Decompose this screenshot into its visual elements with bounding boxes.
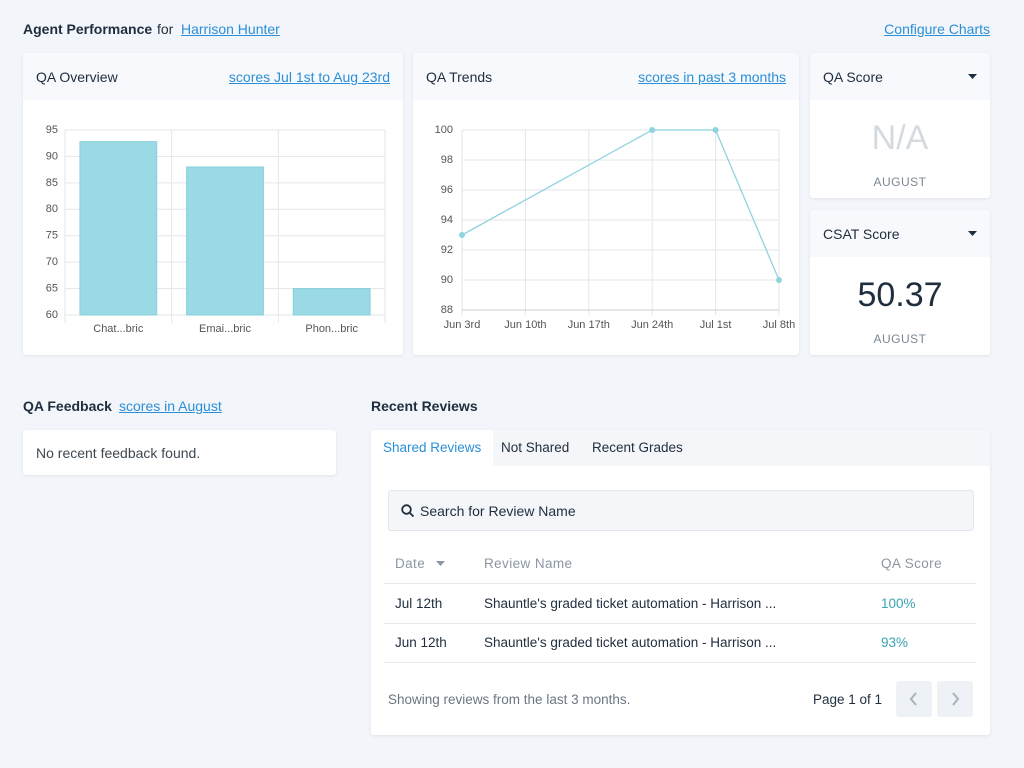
data-point	[459, 232, 465, 238]
card-header	[810, 210, 990, 257]
y-tick-label: 88	[441, 304, 453, 316]
data-point	[649, 127, 656, 133]
y-tick-label: 85	[46, 177, 58, 189]
card-header	[23, 53, 403, 100]
x-tick-label: Phon...bric	[305, 323, 358, 335]
y-tick-label: 70	[46, 256, 58, 268]
footer-note: Showing reviews from the last 3 months.	[388, 692, 631, 707]
range-link[interactable]: scores in past 3 months	[638, 69, 786, 85]
dropdown-caret[interactable]	[968, 74, 977, 80]
column-header: Review Name	[484, 556, 573, 571]
y-tick-label: 75	[46, 230, 58, 242]
sort-caret	[436, 561, 445, 566]
y-tick-label: 90	[441, 274, 453, 286]
configure-charts-link[interactable]: Configure Charts	[884, 21, 990, 37]
x-tick-label: Jul 8th	[763, 319, 795, 331]
search-box[interactable]: Search for Review Name	[388, 490, 974, 531]
x-tick-label: Jun 24th	[631, 319, 673, 331]
x-tick-label: Jun 3rd	[444, 319, 481, 331]
tab-bar: Shared Reviews Not Shared Recent Grades	[371, 430, 990, 466]
data-point	[712, 127, 719, 133]
column-header[interactable]: Date	[395, 556, 426, 571]
score-period: AUGUST	[873, 175, 927, 189]
x-tick-label: Jun 10th	[504, 319, 546, 331]
search-placeholder: Search for Review Name	[420, 503, 576, 519]
empty-message: No recent feedback found.	[36, 445, 201, 461]
prev-page-button[interactable]	[896, 681, 932, 717]
agent-link[interactable]: Harrison Hunter	[181, 21, 280, 37]
section-title: Recent Reviews	[371, 398, 478, 414]
y-tick-label: 90	[46, 150, 58, 162]
range-link[interactable]: scores Jul 1st to Aug 23rd	[228, 69, 390, 85]
card-header	[810, 53, 990, 100]
y-tick-label: 92	[441, 244, 453, 256]
dropdown-caret[interactable]	[968, 231, 977, 237]
csat-score-card: CSAT Score 50.37 AUGUST	[810, 210, 990, 355]
bar	[292, 288, 371, 316]
trend-line	[461, 129, 780, 281]
cell-score: 100%	[881, 596, 916, 611]
page-title: Agent Performance	[23, 21, 153, 37]
y-tick-label: 65	[46, 282, 58, 294]
card-title: QA Score	[823, 69, 883, 85]
column-header: QA Score	[881, 556, 942, 571]
score-value: 50.37	[857, 276, 943, 314]
tab[interactable]: Not Shared	[501, 440, 570, 455]
cell-date: Jun 12th	[395, 635, 447, 650]
x-tick-label: Jun 17th	[568, 319, 610, 331]
card-title: QA Trends	[426, 69, 493, 85]
pagination-label: Page 1 of 1	[813, 692, 883, 707]
y-tick-label: 94	[441, 214, 453, 226]
for-label: for	[157, 21, 174, 37]
y-tick-label: 98	[441, 154, 453, 166]
section-title: QA Feedback	[23, 398, 112, 414]
x-tick-label: Jul 1st	[700, 319, 732, 331]
y-tick-label: 100	[435, 124, 453, 136]
cell-review-name[interactable]: Shauntle's graded ticket automation - Ha…	[484, 635, 777, 650]
row-divider	[384, 583, 976, 584]
row-divider	[384, 662, 976, 663]
bar	[79, 141, 158, 316]
qa-trends-card: QA Trends scores in past 3 months 88 90 92…	[413, 53, 799, 355]
bar	[186, 166, 264, 316]
cell-review-name[interactable]: Shauntle's graded ticket automation - Ha…	[484, 596, 777, 611]
reviews-card: Shared Reviews Not Shared Recent Grades …	[371, 430, 990, 735]
x-tick-label: Emai...bric	[199, 323, 251, 335]
cell-score: 93%	[881, 635, 909, 650]
qa-overview-card: QA Overview scores Jul 1st to Aug 23rd 6…	[23, 53, 403, 355]
y-tick-label: 60	[46, 309, 58, 321]
score-period: AUGUST	[873, 332, 927, 346]
card-title: QA Overview	[36, 69, 118, 85]
line-chart: 88 90 92 94 96 98 100 Jun 3rd Jun 10th Jun 17th Ju…	[435, 124, 796, 331]
x-tick-label: Chat...bric	[93, 323, 144, 335]
next-page-button[interactable]	[937, 681, 973, 717]
feedback-card: No recent feedback found.	[23, 430, 336, 475]
bar-chart: 60 65 70 75 80 85 90 95 Chat...bric Emai...bric Ph…	[46, 124, 386, 335]
search-icon	[401, 504, 415, 518]
data-point	[776, 277, 782, 283]
card-title: CSAT Score	[823, 226, 900, 242]
row-divider	[384, 623, 976, 624]
tab[interactable]: Recent Grades	[592, 440, 683, 455]
feedback-link[interactable]: scores in August	[119, 398, 222, 414]
tab[interactable]: Shared Reviews	[371, 430, 494, 466]
y-tick-label: 96	[441, 184, 453, 196]
cell-date: Jul 12th	[395, 596, 443, 611]
qa-score-card: QA Score N/A AUGUST	[810, 53, 990, 198]
card-header	[413, 53, 799, 100]
y-tick-label: 80	[46, 203, 58, 215]
score-value: N/A	[871, 119, 929, 157]
y-tick-label: 95	[46, 124, 58, 136]
